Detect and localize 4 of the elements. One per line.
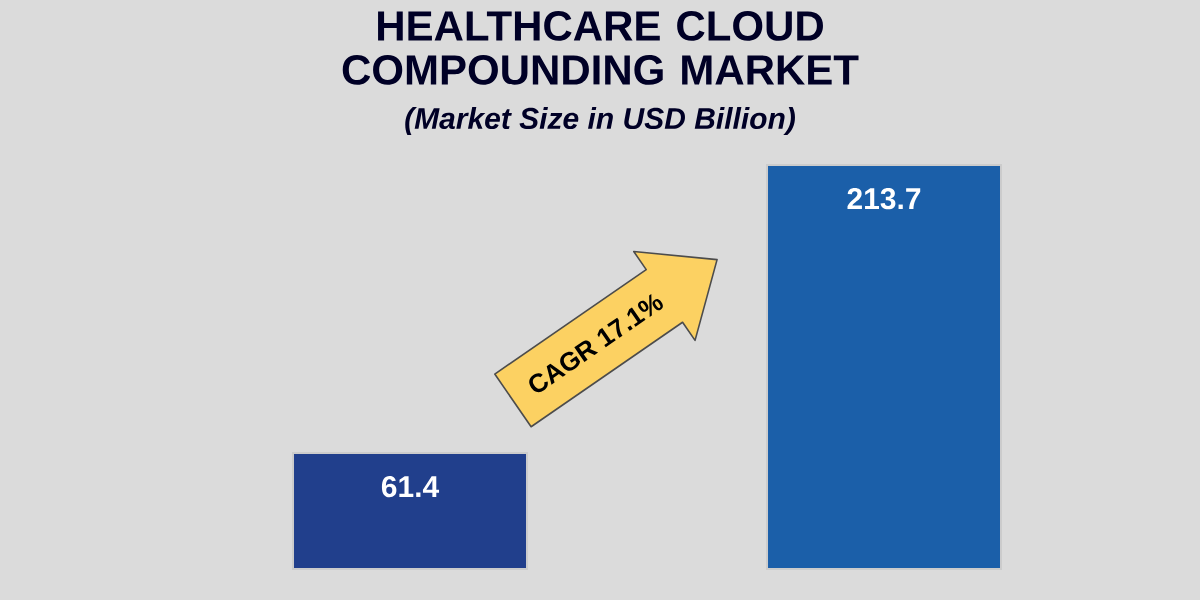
data-label: 213.7 <box>847 188 921 210</box>
data-label: 61.4 <box>381 475 440 498</box>
chart-subtitle: (Market Size in USD Billion) <box>405 107 795 136</box>
chart-title: HEALTHCARE CLOUD COMPOUNDING MARKET <box>342 11 859 85</box>
